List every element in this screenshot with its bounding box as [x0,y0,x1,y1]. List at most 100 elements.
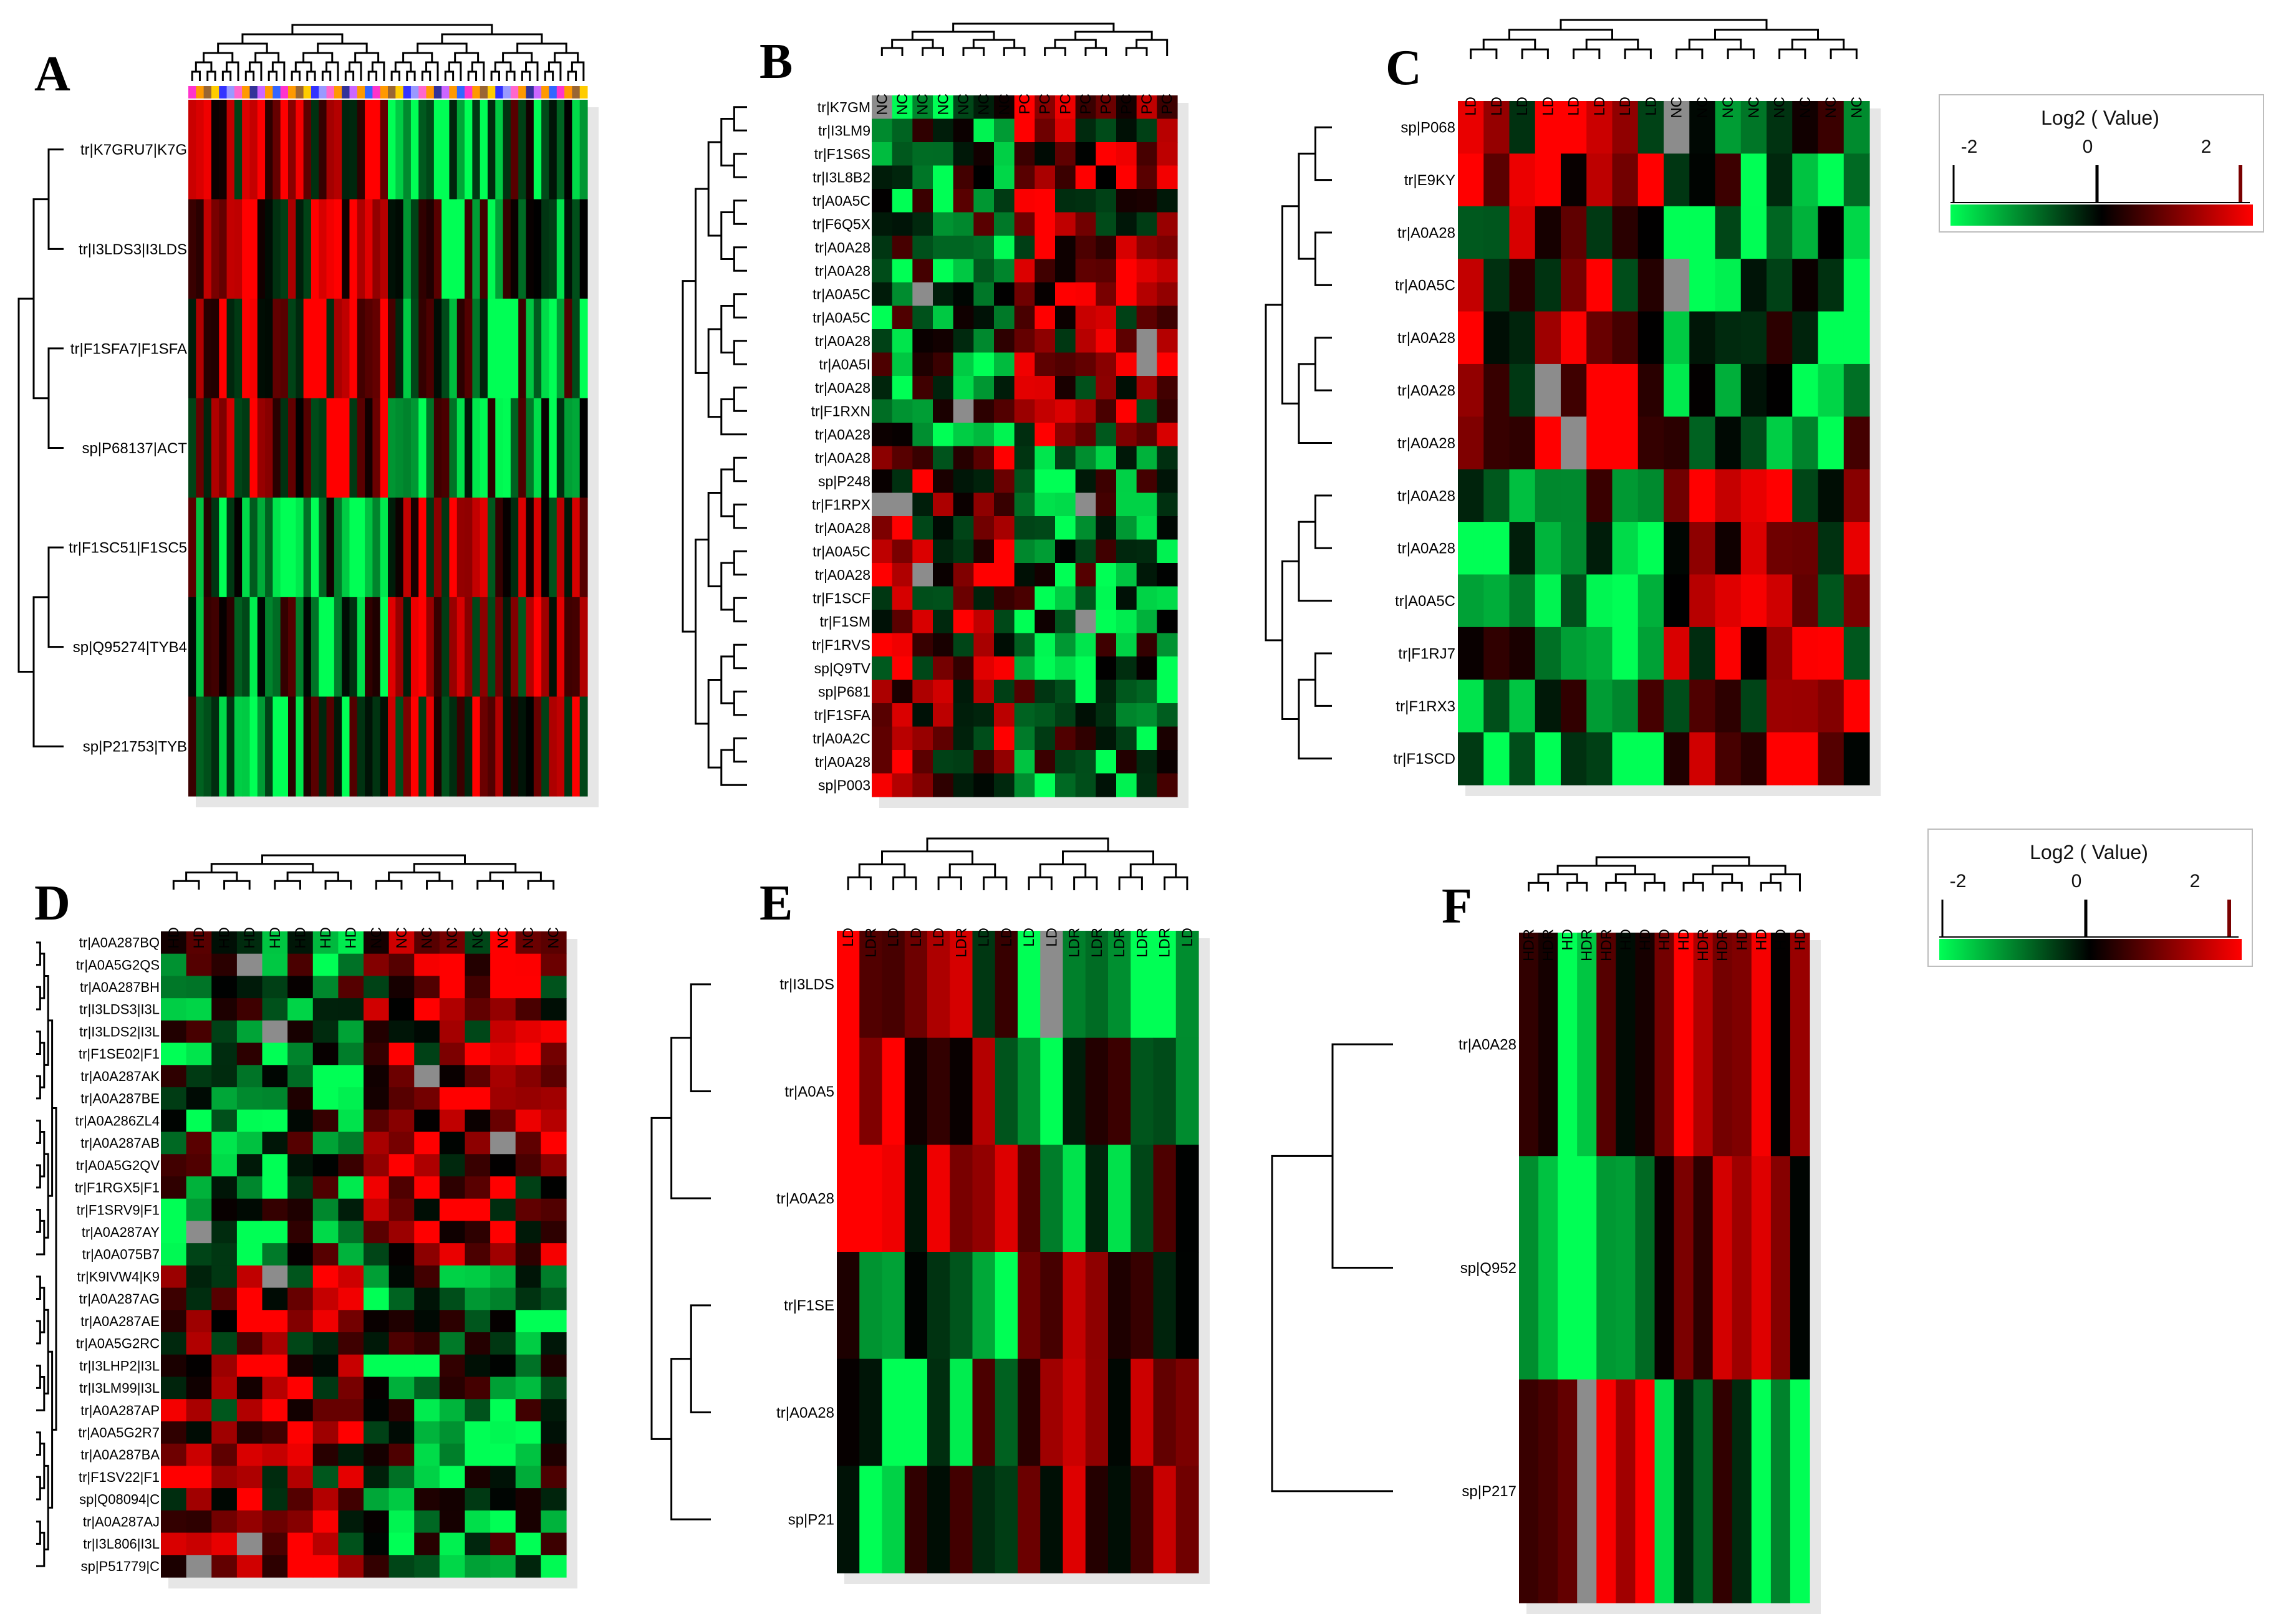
heatmap-cell [236,953,263,977]
heatmap-cell [1157,305,1178,330]
heatmap-cell [410,597,419,698]
heatmap-cell [1577,1156,1597,1380]
heatmap-cell [414,1221,440,1244]
heatmap-cell [1034,165,1056,190]
heatmap-cell [465,1221,491,1244]
heatmap-cell [515,1421,541,1444]
heatmap-cell [439,1132,466,1155]
heatmap-cell [1116,95,1137,120]
heatmap-cell [1577,933,1597,1156]
heatmap-cell [1689,101,1716,154]
heatmap-cell [579,199,588,299]
row-dendrogram-branch [733,199,747,225]
heatmap-cell [439,1198,466,1222]
row-dendrogram-branch [720,655,735,704]
heatmap-cell [1055,610,1076,634]
heatmap-cell [249,398,258,498]
heatmap-cell [541,1109,567,1133]
heatmap-cell [262,976,288,999]
column-dendrogram-branch [241,33,344,44]
heatmap-cell [515,1154,541,1177]
column-label: LDR [953,928,970,958]
heatmap-cell [365,497,373,598]
heatmap-cell [515,1488,541,1511]
column-dendrogram-branch [354,52,380,62]
heatmap-cell [414,1020,440,1044]
heatmap-cell [338,1399,364,1422]
heatmap-cell [1131,1252,1154,1360]
heatmap-cell [1767,574,1793,628]
heatmap-cell [395,696,404,797]
heatmap-cell [1157,236,1178,260]
column-class-swatch [541,86,549,98]
row-label: tr|A0A287AJ [83,1514,160,1529]
heatmap-cell [1034,773,1056,797]
heatmap-cell [541,1399,567,1422]
heatmap-cell [1040,1252,1064,1360]
heatmap-cell [927,931,950,1039]
row-label: sp|P248 [818,473,870,489]
column-class-swatch [403,86,412,98]
row-label: tr|A0A5C [812,309,870,325]
row-label: tr|A0A287AE [80,1314,160,1329]
heatmap-cell [365,696,373,797]
heatmap-cell [280,696,289,797]
heatmap-cell [882,931,905,1039]
column-dendrogram-branch [1676,48,1704,59]
heatmap-cell [515,1287,541,1310]
heatmap-cell [1116,492,1137,517]
heatmap-cell [211,1176,238,1199]
heatmap-cell [161,1243,187,1266]
heatmap-cell [1637,469,1664,522]
heatmap-cell [973,118,995,143]
heatmap-cell [1458,627,1484,680]
heatmap-cell [892,773,913,797]
heatmap-cell [262,953,288,977]
heatmap-cell [426,199,435,299]
heatmap-cell [953,329,974,353]
heatmap-cell [488,100,496,200]
heatmap-cell [410,199,419,299]
column-label: NC [1772,97,1788,118]
heatmap-cell [892,329,913,353]
heatmap-cell [972,1037,996,1145]
heatmap-cell [1483,680,1510,733]
heatmap-cell [892,399,913,423]
legend-title: Log2 ( Value) [2030,841,2148,863]
heatmap-cell [426,597,435,698]
heatmap-cell [515,1198,541,1222]
column-label: LDR [1089,928,1106,958]
heatmap-cell [262,1132,288,1155]
column-label: PC [1118,94,1135,114]
heatmap-cell [912,563,933,587]
heatmap-cell [1136,656,1157,681]
heatmap-cell [403,497,412,598]
heatmap-cell [1509,153,1536,207]
heatmap-cell [526,497,534,598]
heatmap-cell [1612,259,1639,312]
heatmap-cell [480,100,488,200]
column-dendrogram-branch [1044,47,1066,56]
heatmap-cell [572,398,581,498]
heatmap-cell [472,497,481,598]
heatmap-cell [211,1332,238,1355]
heatmap-cell [326,696,335,797]
heatmap-cell [1561,311,1587,365]
heatmap-cell [219,199,228,299]
heatmap-cell [1063,1037,1086,1145]
column-label: NC [976,94,993,115]
heatmap-cell [236,1020,263,1044]
heatmap-cell [994,142,1015,166]
heatmap-cell [973,189,995,213]
row-dendrogram-branch [1314,231,1332,286]
heatmap-cell [994,773,1015,797]
heatmap-cell [480,497,488,598]
heatmap-cell [312,1132,339,1155]
column-label: HD [1791,929,1808,951]
heatmap-cell [338,1221,364,1244]
column-label: NC [1745,97,1762,118]
legend-colorbar [1939,939,2242,960]
heatmap-cell [388,1466,415,1489]
row-label: tr|I3L8B2 [812,169,870,185]
heatmap-cell [510,199,519,299]
